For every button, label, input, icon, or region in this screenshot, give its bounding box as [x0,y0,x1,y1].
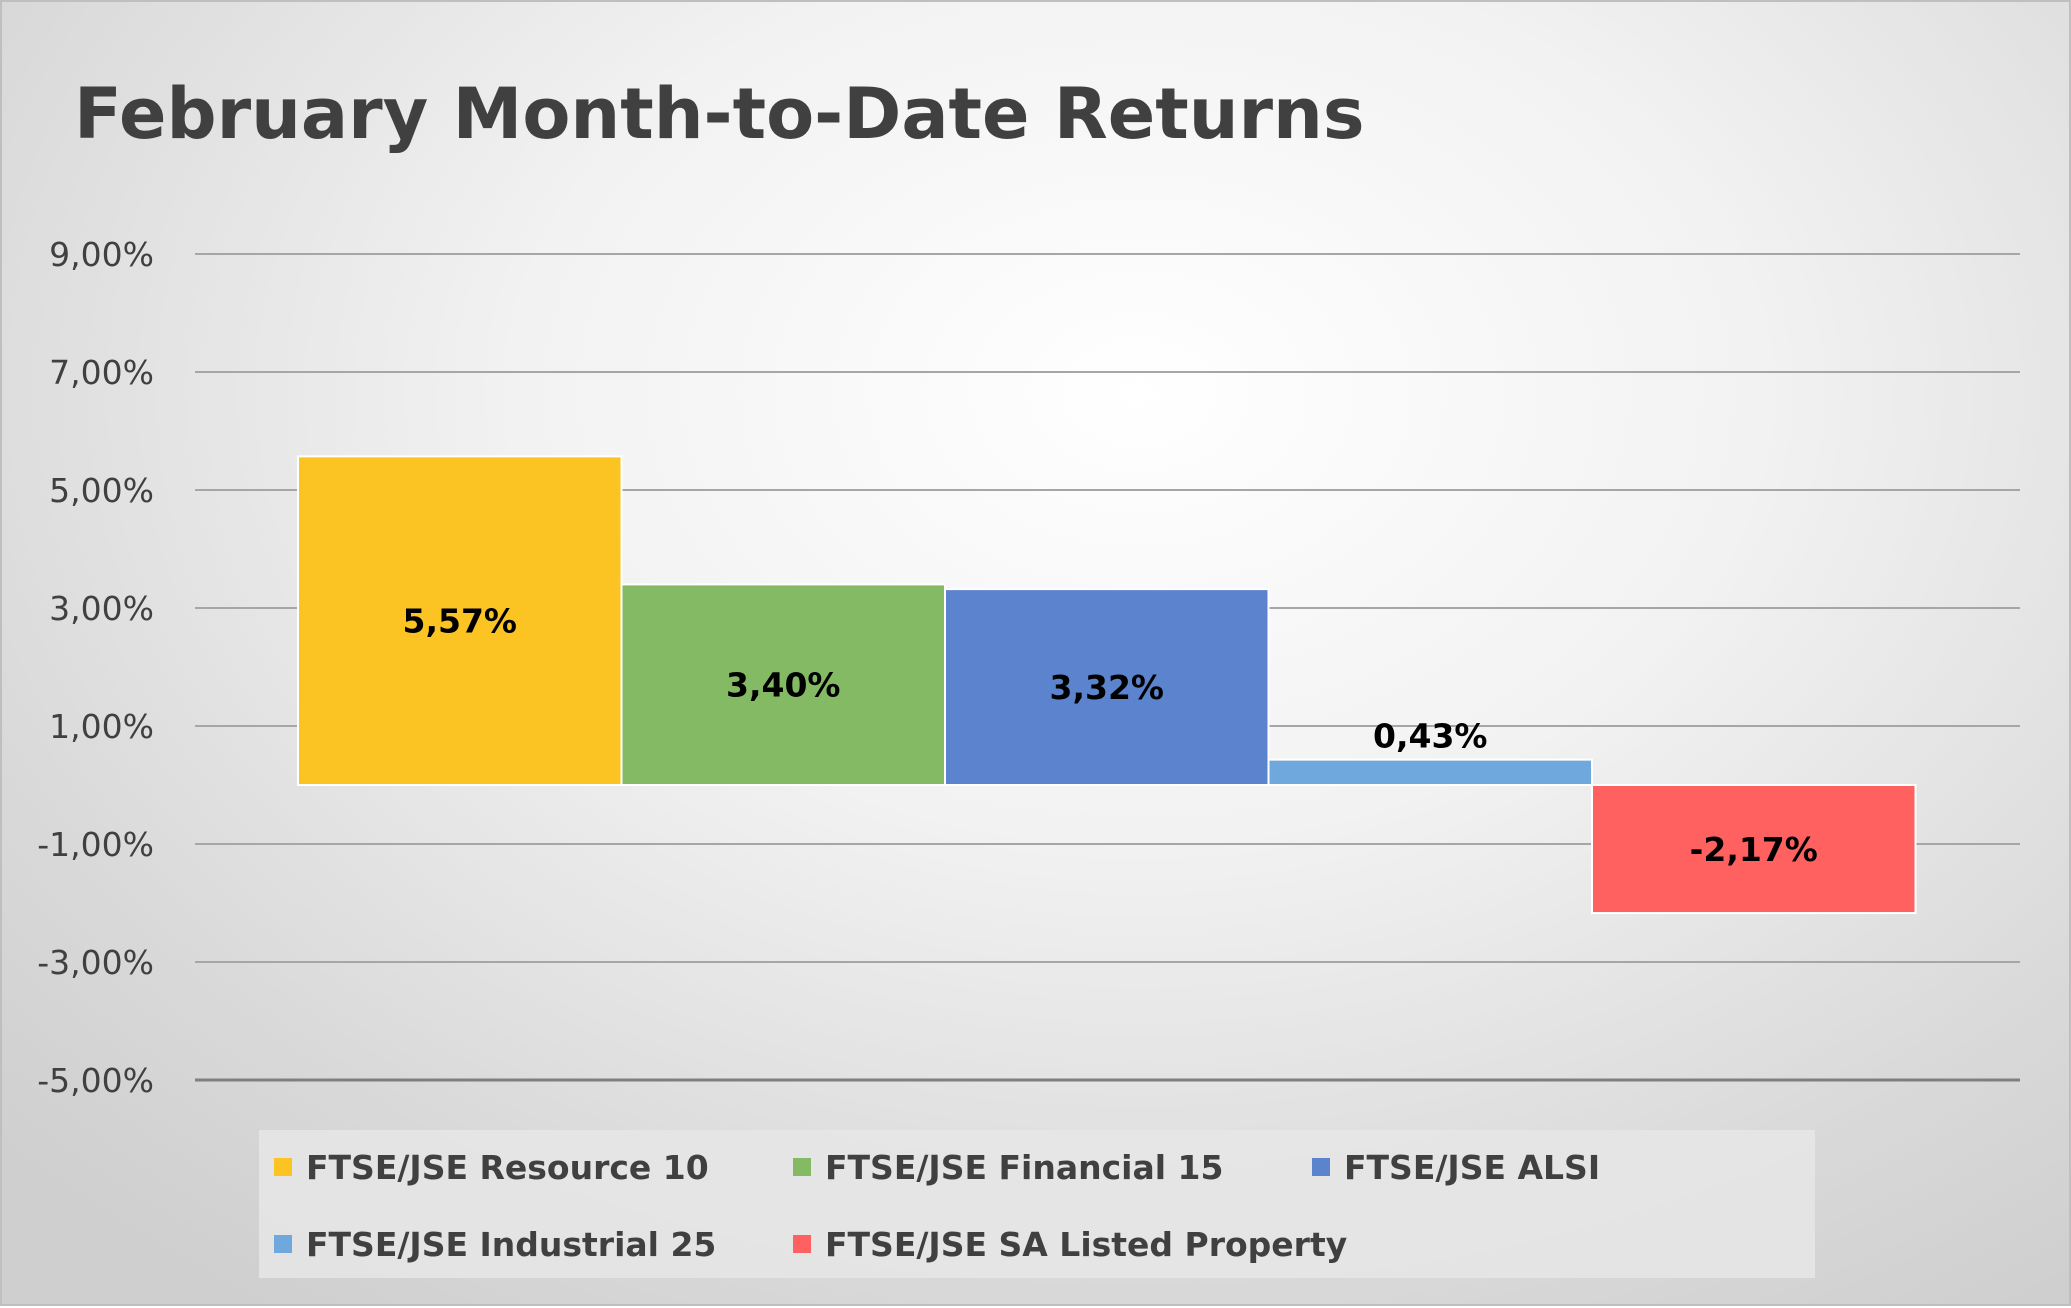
y-tick-label: 7,00% [49,353,154,392]
legend-swatch [274,1235,292,1253]
y-tick-label: -1,00% [37,825,154,864]
chart-title: February Month-to-Date Returns [74,73,1365,155]
y-tick-label: 1,00% [49,707,154,746]
legend-box [259,1130,1815,1278]
y-tick-label: 3,00% [49,589,154,628]
data-label: -2,17% [1690,830,1818,869]
bar [944,588,1270,786]
data-label: 3,32% [1050,668,1165,707]
legend-label: FTSE/JSE ALSI [1344,1148,1600,1187]
legend-label: FTSE/JSE Industrial 25 [306,1225,716,1264]
data-labels: 5,57% 3,40% 3,32% 0,43% -2,17% [403,602,1818,869]
legend-label: FTSE/JSE Resource 10 [306,1148,709,1187]
y-tick-label: -5,00% [37,1061,154,1100]
data-label: 5,57% [403,602,518,641]
bar [297,455,623,786]
data-label: 0,43% [1373,717,1488,756]
legend-swatch [274,1158,292,1176]
legend-swatch [793,1158,811,1176]
bar [1267,758,1593,787]
legend-swatch [1312,1158,1330,1176]
legend-swatch [793,1235,811,1253]
y-tick-label: 5,00% [49,471,154,510]
bar [620,583,946,787]
data-label: 3,40% [726,666,841,705]
bars [297,455,1917,915]
bar [1591,784,1917,915]
y-tick-label: 9,00% [49,235,154,274]
y-axis-ticks: 9,00% 7,00% 5,00% 3,00% 1,00% -1,00% -3,00% -5,… [37,235,154,1100]
legend-label: FTSE/JSE Financial 15 [825,1148,1223,1187]
y-tick-label: -3,00% [37,943,154,982]
legend-label: FTSE/JSE SA Listed Property [825,1225,1347,1264]
legend: FTSE/JSE Resource 10 FTSE/JSE Financial 1… [274,1148,1600,1264]
